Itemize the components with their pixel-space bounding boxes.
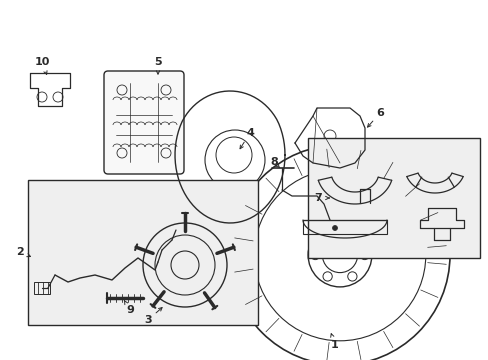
Bar xyxy=(28,180,258,325)
Text: 8: 8 xyxy=(269,157,277,167)
Text: 5: 5 xyxy=(154,57,162,67)
Circle shape xyxy=(332,225,337,230)
FancyBboxPatch shape xyxy=(104,71,183,174)
Text: 2: 2 xyxy=(16,247,24,257)
Text: 9: 9 xyxy=(126,305,134,315)
Text: 10: 10 xyxy=(34,57,50,67)
Text: 7: 7 xyxy=(313,193,321,203)
Bar xyxy=(34,282,50,294)
Text: 1: 1 xyxy=(330,340,338,350)
Text: 4: 4 xyxy=(245,128,253,138)
Text: 3: 3 xyxy=(144,315,151,325)
Text: 6: 6 xyxy=(375,108,383,118)
Bar xyxy=(303,220,386,234)
Bar xyxy=(307,138,479,258)
